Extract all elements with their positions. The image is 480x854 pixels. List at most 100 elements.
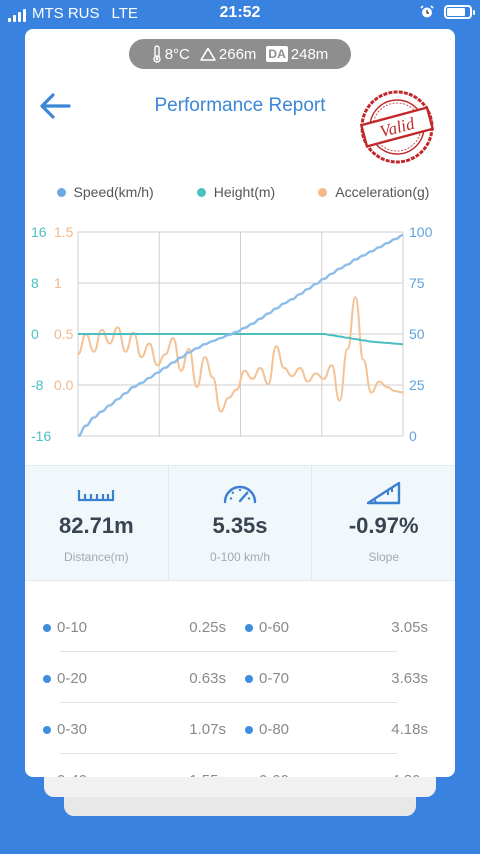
height-axis-tick: -8 — [31, 377, 44, 393]
split-range: 0-60 — [259, 619, 290, 636]
split-row: 0-40 1.55s 0-90 4.80s — [25, 756, 455, 777]
split-range: 0-70 — [259, 670, 290, 687]
time-label: 0-100 km/h — [209, 550, 271, 564]
temperature-value: 8°C — [164, 45, 190, 63]
acceleration-axis-tick: 1 — [54, 275, 62, 291]
stat-acceleration-time: 5.35s 0-100 km/h — [169, 466, 313, 580]
network-type: LTE — [111, 5, 138, 22]
split-divider — [60, 702, 397, 703]
split-divider — [60, 651, 397, 652]
height-axis-tick: 0 — [31, 326, 39, 342]
split-time: 1.55s — [189, 772, 226, 777]
split-item: 0-40 1.55s — [43, 772, 226, 777]
split-item: 0-90 4.80s — [245, 772, 428, 777]
slope-value: -0.97% — [348, 513, 419, 538]
acceleration-axis-tick: 0.0 — [54, 377, 74, 393]
split-range: 0-20 — [57, 670, 88, 687]
report-card: 8°C 266m DA 248m Performance Report Vali… — [25, 29, 455, 777]
legend-dot-height — [196, 187, 206, 197]
split-dot — [245, 675, 253, 683]
split-range: 0-30 — [57, 721, 88, 738]
split-range: 0-10 — [57, 619, 88, 636]
legend-item-acceleration[interactable]: Acceleration(g) — [318, 184, 429, 200]
valid-stamp: Valid — [359, 90, 435, 164]
split-item: 0-30 1.07s — [43, 721, 226, 741]
status-time: 21:52 — [219, 4, 261, 21]
chart-legend: Speed(km/h) Height(m) Acceleration(g) — [25, 184, 455, 200]
split-dot — [43, 675, 51, 683]
thermometer-icon — [153, 45, 161, 63]
split-time: 3.63s — [391, 670, 428, 687]
speedometer-icon — [223, 485, 257, 504]
split-time: 0.25s — [189, 619, 226, 636]
status-bar: MTS RUS LTE 21:52 — [0, 0, 480, 28]
stat-slope: -0.97% Slope — [312, 466, 455, 580]
time-value: 5.35s — [212, 513, 268, 538]
split-time: 1.07s — [189, 721, 226, 738]
temperature: 8°C — [152, 45, 190, 63]
split-range: 0-90 — [259, 772, 289, 777]
alarm-icon — [420, 5, 434, 18]
stats-panel: 82.71m Distance(m) 5.35s 0-100 km/h -0.9… — [25, 465, 455, 581]
split-item: 0-80 4.18s — [245, 721, 428, 741]
status-right — [420, 5, 475, 19]
split-time: 4.18s — [391, 721, 428, 738]
speed-axis-tick: 25 — [409, 377, 425, 393]
distance-value: 82.71m — [59, 513, 134, 538]
page-title: Performance Report — [154, 95, 326, 116]
performance-chart: 16 8 0 -8 -16 1.5 1 0.5 0.0 100 75 50 25 0 — [31, 224, 433, 444]
split-time: 4.80s — [391, 772, 428, 777]
density-altitude: DA 248m — [266, 46, 328, 63]
split-row: 0-10 0.25s 0-60 3.05s — [25, 603, 455, 654]
back-arrow-icon[interactable] — [38, 91, 72, 121]
split-item: 0-70 3.63s — [245, 670, 428, 690]
split-dot — [245, 624, 253, 632]
speed-axis-tick: 75 — [409, 275, 425, 291]
distance-label: Distance(m) — [63, 550, 129, 564]
height-axis-tick: 8 — [31, 275, 39, 291]
split-dot — [43, 726, 51, 734]
split-dot — [245, 726, 253, 734]
density-altitude-badge: DA — [266, 46, 288, 62]
legend-label-acceleration: Acceleration(g) — [335, 184, 430, 200]
split-item: 0-60 3.05s — [245, 619, 428, 639]
density-altitude-value: 248m — [290, 45, 329, 63]
legend-dot-speed — [56, 187, 66, 197]
status-left: MTS RUS LTE — [8, 5, 138, 22]
height-series-line — [78, 333, 404, 346]
split-times-list: 0-10 0.25s 0-60 3.05s 0-20 0.63s 0-70 3.63s 0-30… — [25, 603, 455, 777]
speed-axis-tick: 0 — [409, 428, 417, 444]
split-time: 0.63s — [189, 670, 226, 687]
acceleration-axis-tick: 1.5 — [54, 224, 74, 240]
altitude: 266m — [200, 45, 257, 63]
split-row: 0-30 1.07s 0-80 4.18s — [25, 705, 455, 756]
split-item: 0-10 0.25s — [43, 619, 226, 639]
legend-label-speed: Speed(km/h) — [73, 184, 154, 200]
legend-label-height: Height(m) — [213, 184, 276, 200]
split-dot — [43, 624, 51, 632]
split-item: 0-20 0.63s — [43, 670, 226, 690]
stat-distance: 82.71m Distance(m) — [25, 466, 169, 580]
height-axis-tick: 16 — [31, 224, 47, 240]
battery-icon — [444, 5, 475, 19]
signal-icon — [8, 9, 26, 22]
legend-item-height[interactable]: Height(m) — [196, 184, 276, 200]
speed-axis-tick: 50 — [409, 326, 425, 342]
speed-axis-tick: 100 — [409, 224, 433, 240]
altitude-value: 266m — [218, 45, 257, 63]
legend-dot-acceleration — [318, 187, 328, 197]
carrier-name: MTS RUS — [32, 5, 100, 22]
height-axis-tick: -16 — [31, 428, 51, 444]
split-divider — [60, 753, 397, 754]
slope-icon — [366, 481, 400, 505]
split-range: 0-40 — [57, 772, 87, 777]
slope-label: Slope — [368, 550, 400, 564]
stamp-text: Valid — [378, 114, 417, 142]
split-range: 0-80 — [259, 721, 290, 738]
legend-item-speed[interactable]: Speed(km/h) — [56, 184, 154, 200]
speed-series-line — [77, 233, 404, 438]
weather-pill: 8°C 266m DA 248m — [129, 39, 351, 69]
split-row: 0-20 0.63s 0-70 3.63s — [25, 654, 455, 705]
acceleration-axis-tick: 0.5 — [54, 326, 74, 342]
mountain-icon — [200, 47, 216, 61]
